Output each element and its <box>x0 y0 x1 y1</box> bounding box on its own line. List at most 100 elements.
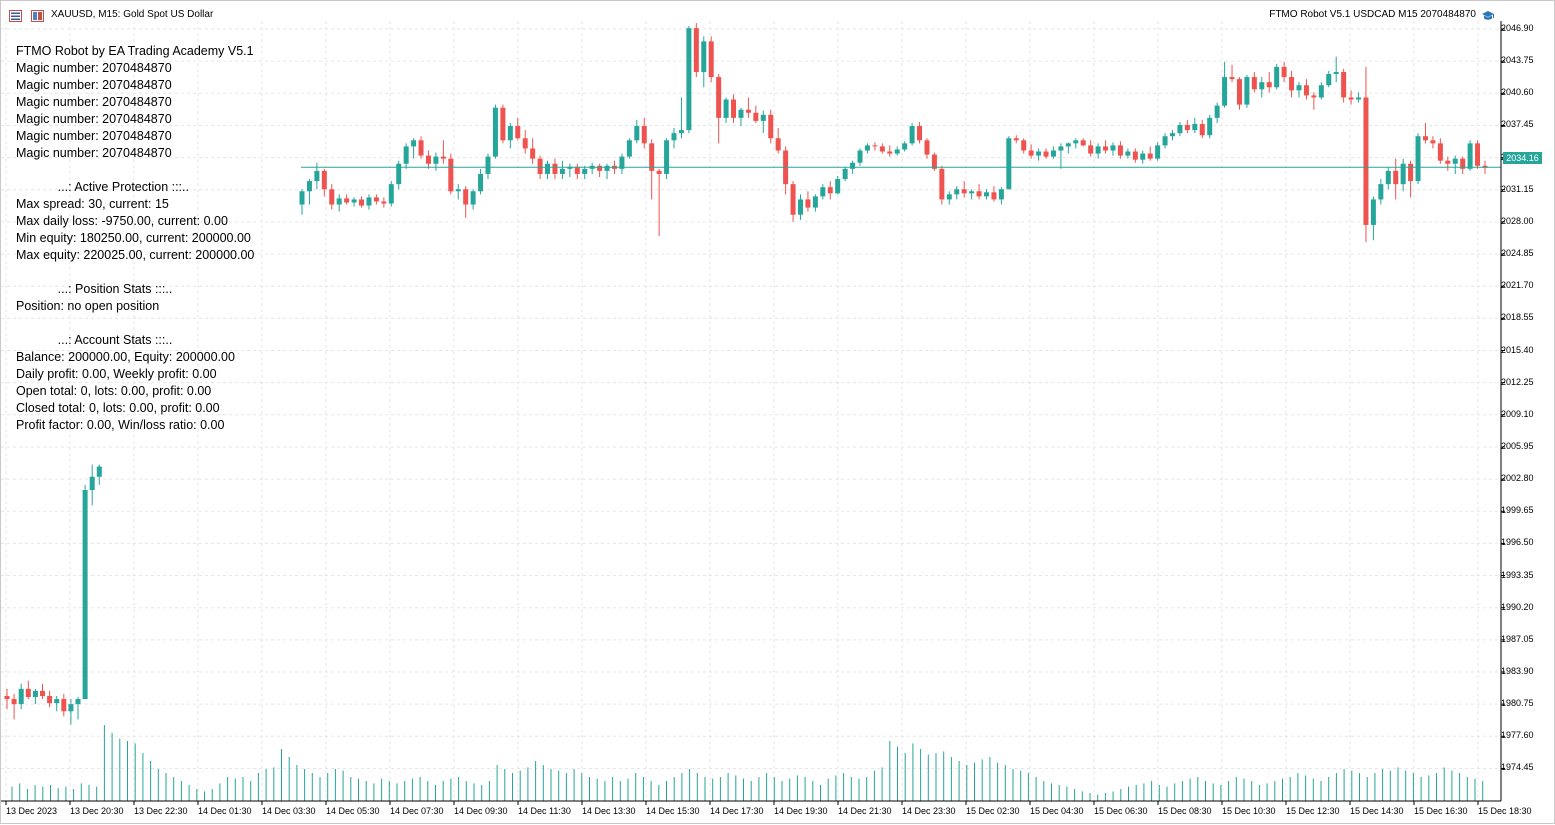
candle-body-bear <box>463 189 469 205</box>
candle-body-bull <box>1274 66 1280 88</box>
time-tick-label: 13 Dec 20:30 <box>70 806 124 816</box>
candle-body-bull <box>738 109 744 118</box>
info-line: Max spread: 30, current: 15 <box>16 197 169 211</box>
candle-body-bull <box>1170 133 1176 137</box>
time-tick-label: 15 Dec 08:30 <box>1158 806 1212 816</box>
candle-body-bear <box>321 170 327 190</box>
price-tick-label: 2031.15 <box>1501 183 1534 194</box>
candle-body-bull <box>969 191 975 194</box>
candle-body-bear <box>1303 85 1309 96</box>
candle-body-bull <box>671 133 677 141</box>
candle-body-bull <box>396 163 402 185</box>
candle-body-bear <box>1117 145 1123 156</box>
candle-body-bull <box>1356 97 1362 100</box>
candle-body-bear <box>1341 71 1347 98</box>
candle-body-bear <box>25 688 31 697</box>
candle-body-bear <box>530 148 536 159</box>
price-tick-label: 2009.10 <box>1501 408 1534 419</box>
candle-body-bear <box>805 199 811 208</box>
candle-body-bull <box>1415 136 1421 182</box>
candle-body-bull <box>760 114 766 121</box>
candle-body-bear <box>1043 151 1049 157</box>
candle-body-bear <box>716 77 722 118</box>
candle-body-bear <box>500 107 506 141</box>
info-line: Magic number: 2070484870 <box>16 95 172 109</box>
price-tick-label: 2046.90 <box>1501 23 1534 33</box>
candle-body-bear <box>775 138 781 151</box>
candle-body-bull <box>686 28 692 131</box>
info-line: Daily profit: 0.00, Weekly profit: 0.00 <box>16 367 217 381</box>
candle-body-bull <box>89 476 95 491</box>
window-icon[interactable] <box>31 9 44 22</box>
price-tick-label: 1993.35 <box>1501 569 1534 580</box>
candle-body-bear <box>1103 146 1109 151</box>
candle-body-bull <box>1467 143 1473 169</box>
candle-body-bear <box>790 184 796 215</box>
price-tick-label: 2015.40 <box>1501 344 1534 355</box>
expert-advisor-label[interactable]: FTMO Robot V5.1 USDCAD M15 2070484870 <box>1269 9 1476 20</box>
candle-body-bear <box>425 155 431 164</box>
candle-body-bull <box>1318 85 1324 98</box>
candle-body-bull <box>894 149 900 154</box>
candlestick-series <box>4 23 1501 725</box>
candle-body-bear <box>693 28 699 72</box>
candle-body-bull <box>54 699 60 704</box>
candle-body-bull <box>1006 138 1012 190</box>
info-line: Position: no open position <box>16 299 160 313</box>
info-line <box>16 162 254 179</box>
candle-body-bear <box>649 143 655 171</box>
candle-body-bear <box>768 114 774 139</box>
candle-body-bear <box>47 695 53 704</box>
price-tick-label: 1980.75 <box>1501 698 1534 709</box>
list-menu-icon[interactable] <box>9 9 22 22</box>
candle-body-bear <box>1013 138 1019 141</box>
candle-body-bull <box>797 199 803 215</box>
info-line: Closed total: 0, lots: 0.00, profit: 0.0… <box>16 401 220 415</box>
info-line: Open total: 0, lots: 0.00, profit: 0.00 <box>16 384 212 398</box>
candle-body-bull <box>842 168 848 180</box>
candle-body-bear <box>11 699 17 705</box>
candle-body-bull <box>1192 123 1198 131</box>
candle-body-bear <box>656 170 662 174</box>
candle-body-bull <box>835 179 841 194</box>
candle-body-bear <box>373 197 379 202</box>
candle-body-bull <box>619 156 625 169</box>
candle-body-bull <box>1296 85 1302 91</box>
candle-body-bear <box>745 109 751 113</box>
time-tick-label: 14 Dec 13:30 <box>582 806 636 816</box>
time-tick-label: 13 Dec 22:30 <box>134 806 188 816</box>
time-tick-label: 14 Dec 19:30 <box>774 806 828 816</box>
price-tick-label: 2024.85 <box>1501 248 1534 259</box>
candle-body-bull <box>306 181 312 192</box>
candle-body-bull <box>1058 146 1064 151</box>
candle-body-bull <box>411 140 417 147</box>
candle-body-bull <box>634 126 640 141</box>
candle-body-bull <box>351 199 357 203</box>
candle-body-bull <box>909 126 915 144</box>
candle-body-bull <box>403 146 409 164</box>
info-line: FTMO Robot by EA Trading Academy V5.1 <box>16 44 254 58</box>
candle-body-bear <box>537 158 543 174</box>
candle-body-bull <box>366 197 372 206</box>
candle-body-bull <box>336 198 342 205</box>
candle-body-bull <box>1177 125 1183 134</box>
candle-body-bull <box>998 189 1004 200</box>
candle-body-bear <box>1430 140 1436 144</box>
candle-body-bear <box>1132 151 1138 160</box>
candle-body-bear <box>1460 158 1466 169</box>
price-tick-label: 2018.55 <box>1501 312 1534 323</box>
candle-body-bear <box>641 126 647 144</box>
graduation-cap-icon[interactable] <box>1481 9 1494 21</box>
candle-body-bull <box>626 140 632 157</box>
info-line: Magic number: 2070484870 <box>16 129 172 143</box>
candle-body-bear <box>939 168 945 200</box>
time-tick-label: 13 Dec 2023 <box>6 806 58 816</box>
candle-body-bear <box>440 156 446 159</box>
candle-body-bear <box>1281 66 1287 78</box>
candle-body-bull <box>1125 151 1131 156</box>
info-line: Max equity: 220025.00, current: 200000.0… <box>16 248 255 262</box>
candle-body-bear <box>1437 143 1443 161</box>
price-tick-label: 1987.05 <box>1501 633 1534 644</box>
